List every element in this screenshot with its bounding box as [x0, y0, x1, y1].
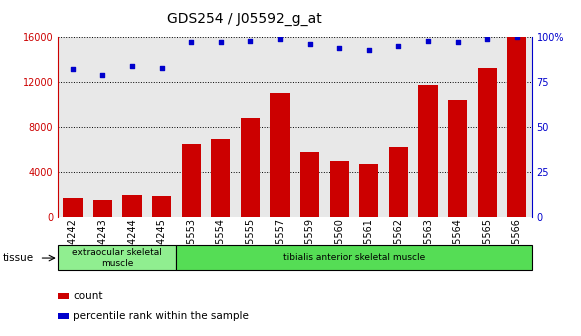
Bar — [507, 37, 526, 217]
Bar — [182, 144, 201, 217]
Point — [483, 36, 492, 41]
Bar — [93, 200, 112, 217]
Text: percentile rank within the sample: percentile rank within the sample — [73, 311, 249, 321]
Bar — [270, 93, 290, 217]
Point — [335, 45, 344, 50]
Bar — [359, 164, 378, 217]
Point — [246, 38, 255, 43]
Bar — [389, 147, 408, 217]
Point — [127, 63, 137, 69]
Bar — [448, 100, 467, 217]
Point — [68, 67, 77, 72]
Bar — [123, 195, 142, 217]
Point — [512, 34, 522, 40]
Bar — [58, 245, 177, 270]
Text: GDS254 / J05592_g_at: GDS254 / J05592_g_at — [167, 12, 321, 26]
Point — [364, 47, 374, 52]
Bar — [63, 198, 83, 217]
Point — [453, 40, 462, 45]
Bar — [418, 85, 437, 217]
Point — [216, 40, 225, 45]
Bar — [478, 69, 497, 217]
Text: extraocular skeletal
muscle: extraocular skeletal muscle — [73, 248, 162, 267]
Point — [424, 38, 433, 43]
Text: tissue: tissue — [3, 253, 34, 263]
Text: tibialis anterior skeletal muscle: tibialis anterior skeletal muscle — [283, 253, 425, 262]
Bar — [300, 152, 320, 217]
Point — [187, 40, 196, 45]
Point — [157, 65, 166, 70]
Bar — [211, 139, 231, 217]
Point — [305, 41, 314, 47]
Bar — [241, 118, 260, 217]
Bar — [177, 245, 532, 270]
Bar — [329, 161, 349, 217]
Point — [98, 72, 107, 77]
Point — [394, 43, 403, 49]
Point — [275, 36, 285, 41]
Text: count: count — [73, 291, 103, 301]
Bar — [152, 197, 171, 217]
